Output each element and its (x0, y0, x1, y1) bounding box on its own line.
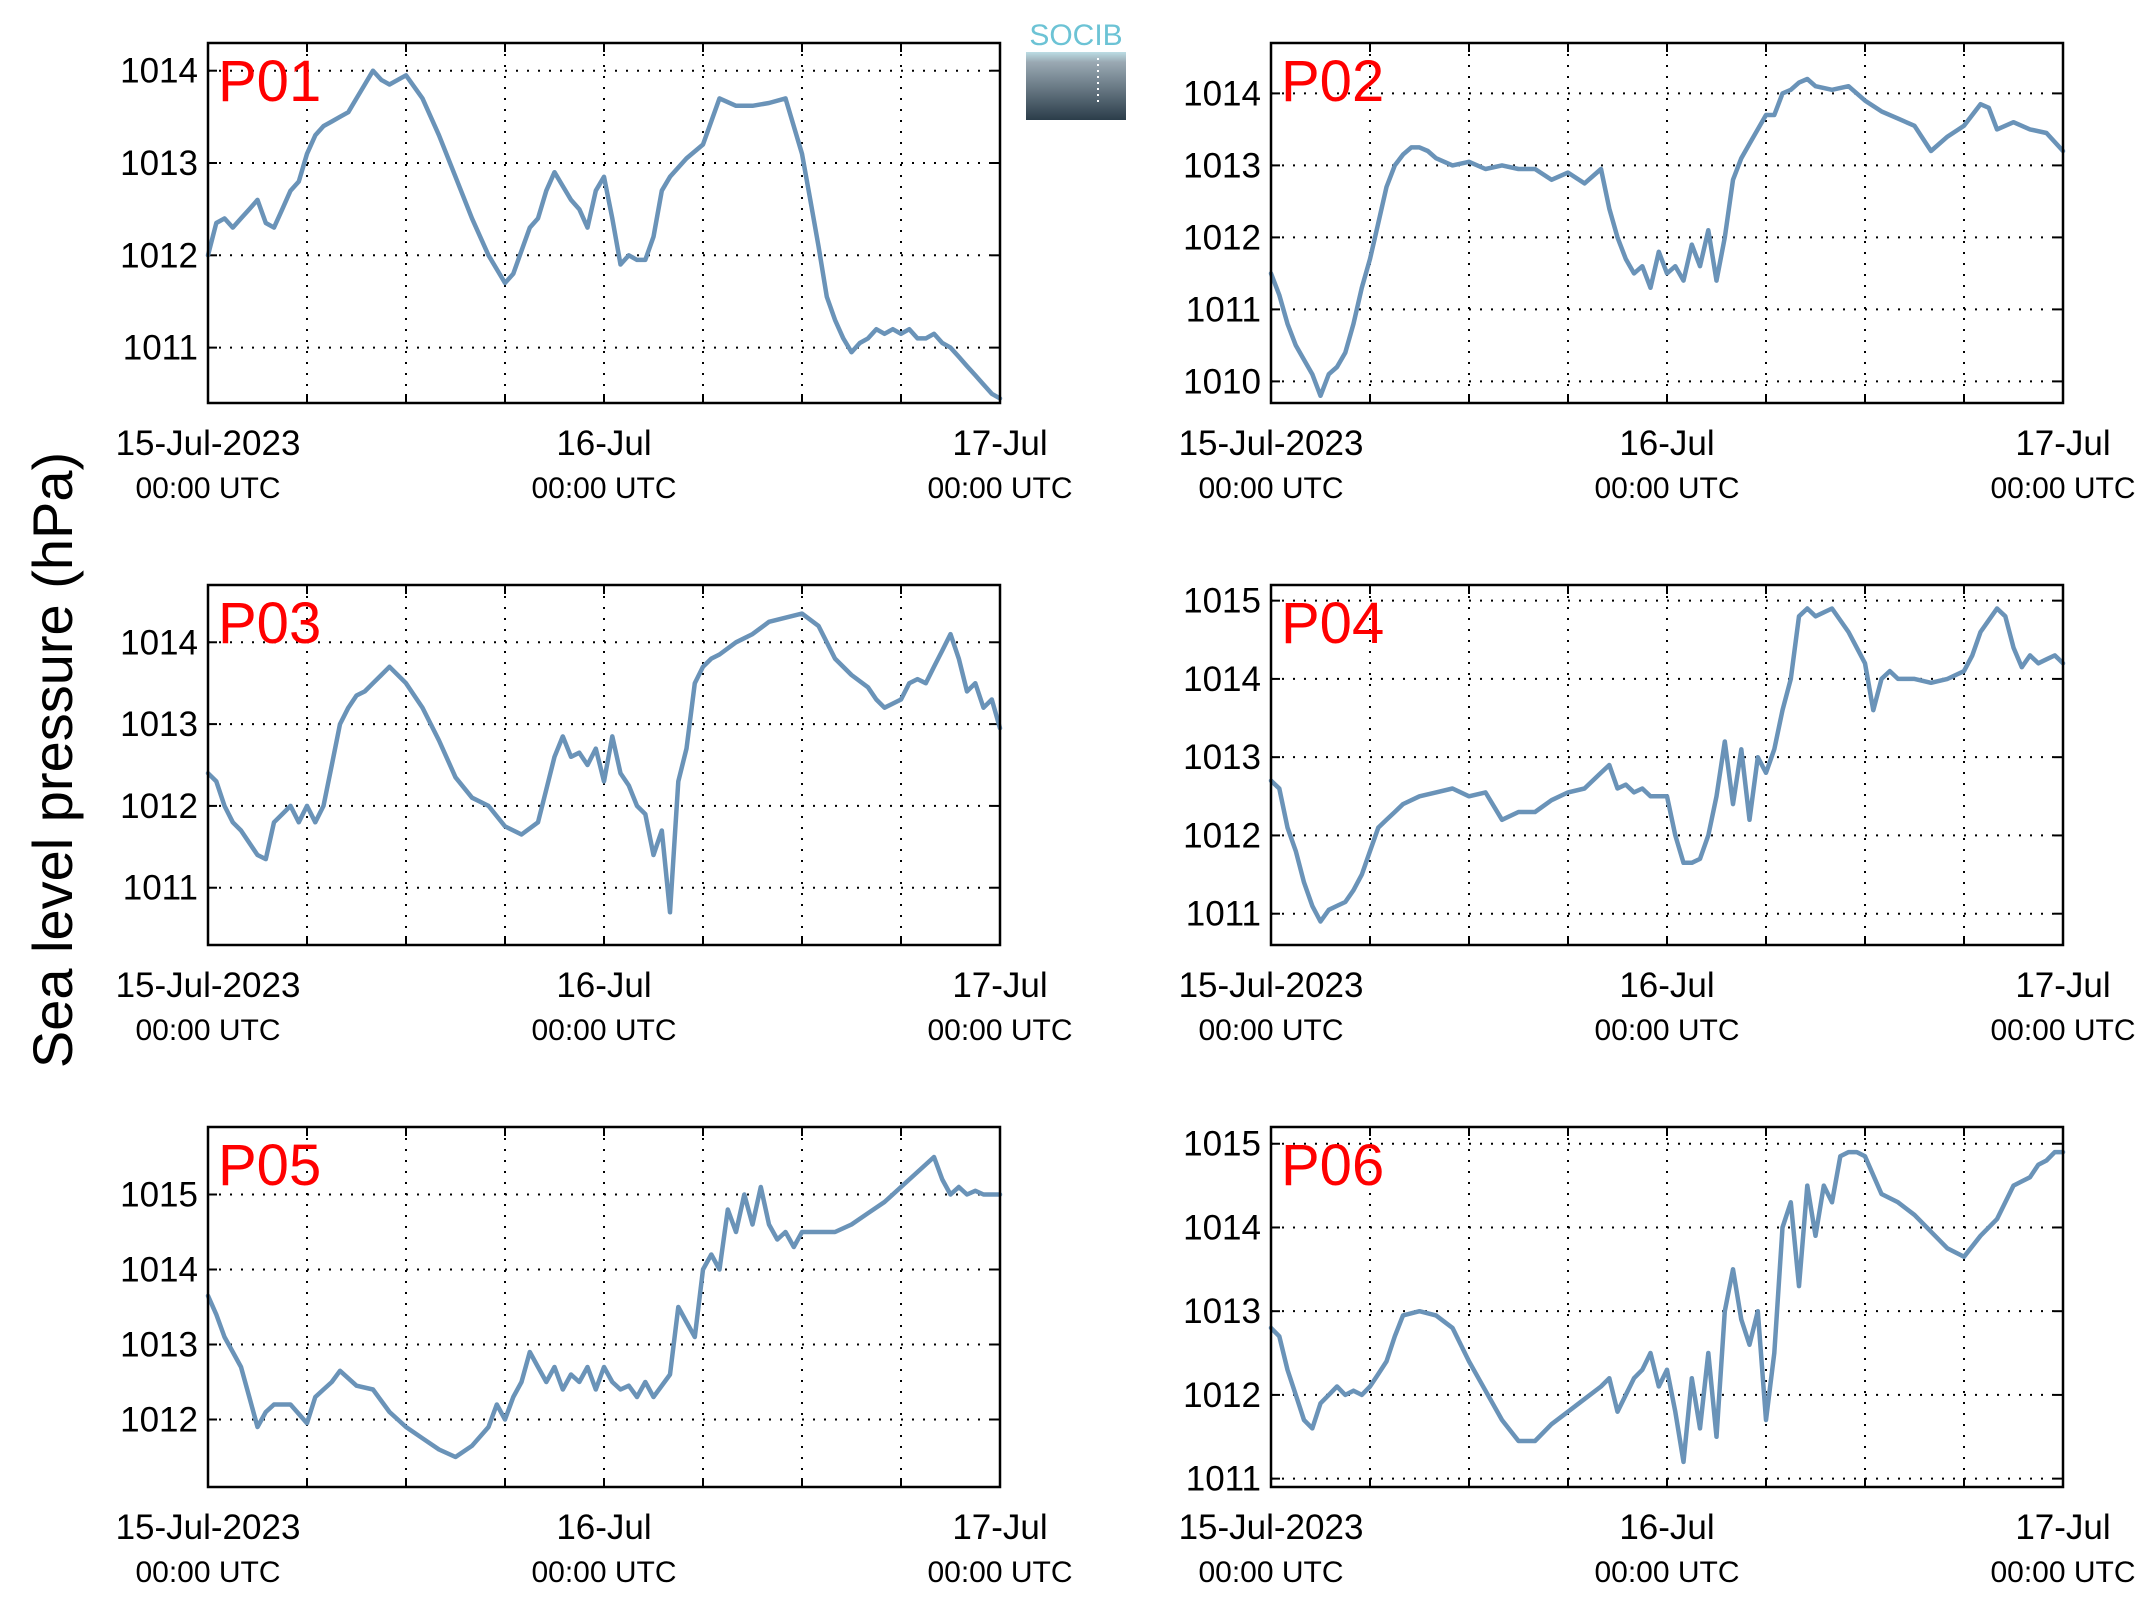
series-line-p02 (1268, 76, 2066, 399)
x-tick-label: 17-Jul (2015, 424, 2110, 463)
x-tick-sublabel: 00:00 UTC (1990, 1014, 2135, 1047)
x-tick-label: 16-Jul (556, 966, 651, 1005)
x-tick-sublabel: 00:00 UTC (1198, 472, 1343, 505)
y-tick-label: 1013 (120, 705, 198, 744)
plot-frame (206, 41, 1002, 405)
x-tick-sublabel: 00:00 UTC (1990, 472, 2135, 505)
x-tick-label: 17-Jul (952, 1508, 1047, 1547)
x-tick-sublabel: 00:00 UTC (1198, 1556, 1343, 1589)
x-tick-sublabel: 00:00 UTC (1594, 1014, 1739, 1047)
panel-label: P05 (218, 1133, 321, 1198)
series-line-p03 (205, 611, 1003, 915)
x-tick-label: 16-Jul (1619, 1508, 1714, 1547)
x-tick-sublabel: 00:00 UTC (531, 1556, 676, 1589)
socib-logo-mark (1026, 52, 1126, 120)
x-tick-label: 15-Jul-2023 (1179, 966, 1364, 1005)
x-tick-sublabel: 00:00 UTC (531, 472, 676, 505)
x-tick-sublabel: 00:00 UTC (135, 1556, 280, 1589)
panel-label: P04 (1281, 591, 1384, 656)
x-tick-sublabel: 00:00 UTC (531, 1014, 676, 1047)
panel-p06: 1011 1012 1013 1014 1015 15-Jul-2023 00:00 UTC… (1179, 1125, 2136, 1589)
y-tick-label: 1013 (120, 144, 198, 183)
plot-frame (1269, 41, 2065, 405)
y-tick-label: 1015 (120, 1176, 198, 1215)
x-tick-sublabel: 00:00 UTC (1990, 1556, 2135, 1589)
y-tick-label: 1014 (1183, 1208, 1261, 1247)
socib-logo-text: SOCIB (1029, 19, 1122, 52)
x-tick-label: 15-Jul-2023 (116, 1508, 301, 1547)
x-tick-sublabel: 00:00 UTC (135, 472, 280, 505)
panel-p05: 1012 1013 1014 1015 15-Jul-2023 00:00 UTC 16-J… (116, 1125, 1073, 1589)
plot-frame (206, 1125, 1002, 1489)
x-tick-label: 17-Jul (2015, 966, 2110, 1005)
x-tick-label: 17-Jul (2015, 1508, 2110, 1547)
panel-p02: 1010 1011 1012 1013 1014 15-Jul-2023 00:00 UTC… (1179, 41, 2136, 505)
series-line-p01 (205, 68, 1003, 401)
y-tick-label: 1015 (1183, 582, 1261, 621)
socib-logo: SOCIB (1026, 19, 1126, 120)
x-tick-label: 16-Jul (1619, 424, 1714, 463)
x-tick-label: 15-Jul-2023 (116, 966, 301, 1005)
x-tick-label: 16-Jul (556, 1508, 651, 1547)
panel-label: P01 (218, 49, 321, 114)
y-axis-title: Sea level pressure (hPa) (21, 452, 84, 1068)
x-tick-label: 15-Jul-2023 (116, 424, 301, 463)
y-tick-label: 1013 (120, 1326, 198, 1365)
x-tick-label: 15-Jul-2023 (1179, 424, 1364, 463)
x-tick-sublabel: 00:00 UTC (135, 1014, 280, 1047)
x-tick-label: 17-Jul (952, 424, 1047, 463)
x-tick-sublabel: 00:00 UTC (1594, 1556, 1739, 1589)
x-tick-sublabel: 00:00 UTC (927, 472, 1072, 505)
y-tick-label: 1014 (120, 623, 198, 662)
y-tick-label: 1015 (1183, 1125, 1261, 1164)
x-tick-sublabel: 00:00 UTC (927, 1556, 1072, 1589)
plot-frame (1269, 583, 2065, 947)
y-tick-label: 1014 (1183, 660, 1261, 699)
x-tick-sublabel: 00:00 UTC (1198, 1014, 1343, 1047)
y-tick-label: 1011 (1186, 1460, 1261, 1499)
series-line-p04 (1268, 606, 2066, 924)
y-tick-label: 1012 (120, 236, 198, 275)
panel-label: P03 (218, 591, 321, 656)
y-tick-label: 1011 (1186, 290, 1261, 329)
x-tick-sublabel: 00:00 UTC (1594, 472, 1739, 505)
x-tick-label: 17-Jul (952, 966, 1047, 1005)
series-line-p06 (1268, 1149, 2066, 1465)
panel-label: P02 (1281, 49, 1384, 114)
y-tick-label: 1011 (123, 869, 198, 908)
plot-frame (206, 583, 1002, 947)
y-tick-label: 1012 (1183, 816, 1261, 855)
panel-p03: 1011 1012 1013 1014 15-Jul-2023 00:00 UTC 16-J… (116, 583, 1073, 1047)
panels: 1011 1012 1013 1014 15-Jul-2023 00:00 UTC 16-J… (116, 41, 2136, 1589)
y-tick-label: 1010 (1183, 362, 1261, 401)
y-tick-label: 1012 (1183, 1376, 1261, 1415)
y-tick-label: 1013 (1183, 738, 1261, 777)
panel-p01: 1011 1012 1013 1014 15-Jul-2023 00:00 UTC 16-J… (116, 41, 1073, 505)
x-tick-label: 16-Jul (1619, 966, 1714, 1005)
y-tick-label: 1013 (1183, 146, 1261, 185)
panel-p04: 1011 1012 1013 1014 1015 15-Jul-2023 00:00 UTC… (1179, 582, 2136, 1047)
y-tick-label: 1012 (120, 1401, 198, 1440)
x-tick-sublabel: 00:00 UTC (927, 1014, 1072, 1047)
panel-label: P06 (1281, 1133, 1384, 1198)
y-tick-label: 1011 (123, 329, 198, 368)
y-tick-label: 1014 (120, 1251, 198, 1290)
x-tick-label: 15-Jul-2023 (1179, 1508, 1364, 1547)
y-tick-label: 1012 (1183, 218, 1261, 257)
plot-frame (1269, 1125, 2065, 1489)
x-tick-label: 16-Jul (556, 424, 651, 463)
y-tick-label: 1014 (1183, 74, 1261, 113)
y-tick-label: 1014 (120, 52, 198, 91)
y-tick-label: 1012 (120, 787, 198, 826)
y-tick-label: 1013 (1183, 1292, 1261, 1331)
series-line-p05 (205, 1154, 1003, 1460)
y-tick-label: 1011 (1186, 895, 1261, 934)
